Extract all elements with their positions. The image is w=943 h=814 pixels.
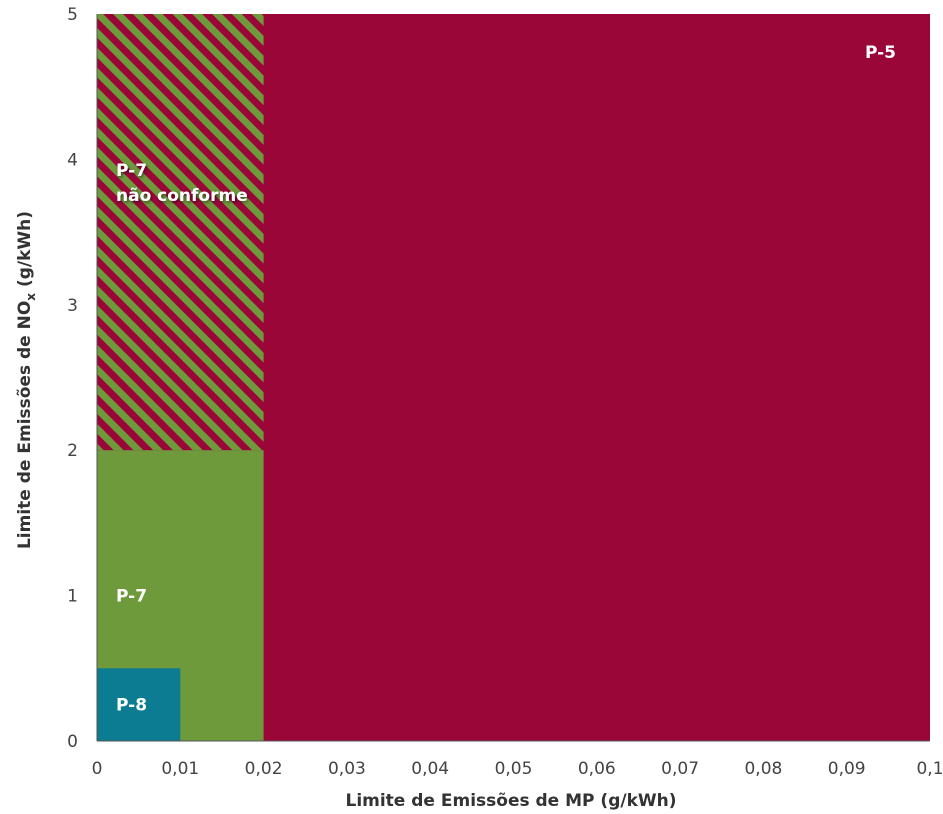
x-tick-label: 0 <box>92 759 103 779</box>
region-label-line: P-7 <box>116 587 147 607</box>
region-label-line: P-8 <box>116 696 147 716</box>
x-tick-label: 0,04 <box>411 759 449 779</box>
y-tick-label: 3 <box>67 296 78 316</box>
region-label-p-8: P-8 <box>116 696 147 716</box>
y-tick-label: 0 <box>67 732 78 752</box>
region-p-8 <box>97 668 181 741</box>
y-tick-label: 4 <box>67 150 78 170</box>
region-label-line: P-7 <box>116 161 147 181</box>
region-label-line: não conforme <box>116 186 248 206</box>
y-axis-title: Limite de Emissões de NOx (g/kWh) <box>15 211 38 549</box>
y-axis-title-subscript: x <box>24 293 38 301</box>
x-tick-label: 0,06 <box>578 759 616 779</box>
y-tick-label: 5 <box>67 5 78 25</box>
ticks-layer: 0 0,01 0,02 0,03 0,04 0,05 0,06 0,07 0,08 0,09 0,1… <box>67 5 943 779</box>
x-tick-label: 0,05 <box>495 759 533 779</box>
y-axis-title-main: Limite de Emissões de NO <box>15 301 35 549</box>
y-tick-label: 2 <box>67 441 78 461</box>
region-label-line: P-5 <box>865 43 896 63</box>
x-tick-label: 0,09 <box>828 759 866 779</box>
region-p-7-nao-conforme <box>97 14 264 451</box>
region-label-p-5: P-5 <box>865 43 896 63</box>
x-tick-label: 0,03 <box>328 759 366 779</box>
x-tick-label: 0,02 <box>245 759 283 779</box>
region-label-p-7-nao-conforme: P-7 não conforme <box>116 161 248 206</box>
x-tick-label: 0,07 <box>661 759 699 779</box>
x-tick-label: 0,01 <box>161 759 199 779</box>
x-tick-label: 0,1 <box>916 759 943 779</box>
y-axis-title-tail: (g/kWh) <box>15 211 35 293</box>
regions-layer <box>97 14 930 741</box>
region-label-p-7: P-7 <box>116 587 147 607</box>
x-tick-label: 0,08 <box>744 759 782 779</box>
axes-layer <box>96 14 930 742</box>
x-axis-title: Limite de Emissões de MP (g/kWh) <box>345 791 676 811</box>
y-tick-label: 1 <box>67 587 78 607</box>
region-labels-layer: P-5 P-7 não conforme P-7 P-8 <box>116 43 896 716</box>
